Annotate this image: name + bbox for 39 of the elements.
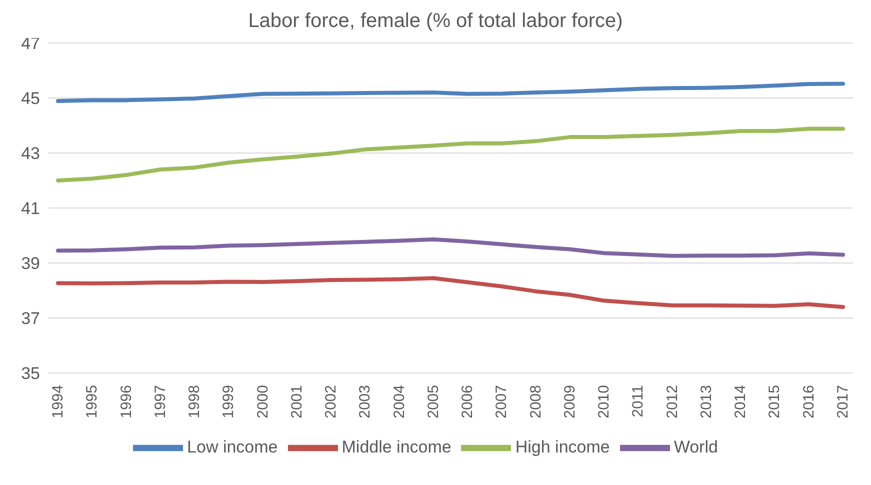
- x-tick-label: 2008: [527, 385, 544, 418]
- x-tick-label: 2014: [732, 385, 750, 418]
- line-series: [56, 126, 845, 182]
- x-tick-label: 2003: [356, 385, 374, 418]
- x-tick-label: 2013: [698, 385, 715, 418]
- x-tick-label: 2005: [424, 385, 442, 418]
- x-tick-label: 2001: [288, 385, 306, 418]
- y-tick-label: 45: [21, 89, 40, 108]
- y-tick-label: 41: [21, 199, 40, 218]
- y-tick-label: 39: [21, 254, 40, 274]
- x-tick-label: 2012: [664, 385, 681, 418]
- line-series: [56, 82, 845, 104]
- x-tick-label: 2009: [561, 385, 578, 418]
- y-tick-label: 37: [21, 309, 40, 328]
- x-tick-label: 1995: [84, 385, 101, 418]
- legend-label: High income: [515, 437, 610, 456]
- x-tick-label: 2017: [834, 385, 852, 418]
- legend-label: World: [674, 437, 718, 456]
- x-tick-label: 1994: [50, 385, 66, 418]
- chart-title: Labor force, female (% of total labor force): [248, 10, 623, 32]
- legend-label: Low income: [187, 437, 278, 456]
- x-tick-label: 2016: [800, 385, 818, 418]
- x-tick-label: 2002: [322, 385, 340, 418]
- line-series: [56, 276, 845, 309]
- y-tick-label: 43: [21, 144, 40, 164]
- x-tick-label: 1996: [118, 385, 135, 418]
- x-tick-label: 2006: [459, 385, 476, 418]
- x-tick-label: 2000: [254, 385, 272, 418]
- x-tick-label: 2010: [596, 385, 613, 418]
- x-tick-label: 1999: [220, 385, 238, 418]
- legend-label: Middle income: [342, 437, 452, 456]
- x-tick-label: 2004: [390, 385, 408, 418]
- y-tick-label: 35: [21, 364, 40, 384]
- line-series: [56, 237, 845, 258]
- x-tick-label: 2015: [766, 385, 784, 418]
- x-tick-label: 2007: [493, 385, 510, 418]
- x-tick-label: 2011: [630, 385, 647, 418]
- x-tick-label: 1997: [152, 385, 169, 418]
- x-tick-label: 1998: [186, 385, 204, 418]
